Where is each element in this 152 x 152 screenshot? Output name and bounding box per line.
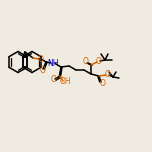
Text: O: O (96, 57, 101, 66)
Text: NH: NH (47, 59, 59, 67)
Text: O: O (40, 66, 45, 75)
Text: OH: OH (59, 77, 71, 86)
Text: O: O (51, 74, 56, 83)
Polygon shape (59, 67, 62, 76)
Text: O: O (82, 57, 88, 67)
Text: O: O (38, 55, 43, 64)
Text: O: O (105, 70, 111, 79)
Text: O: O (100, 79, 105, 88)
